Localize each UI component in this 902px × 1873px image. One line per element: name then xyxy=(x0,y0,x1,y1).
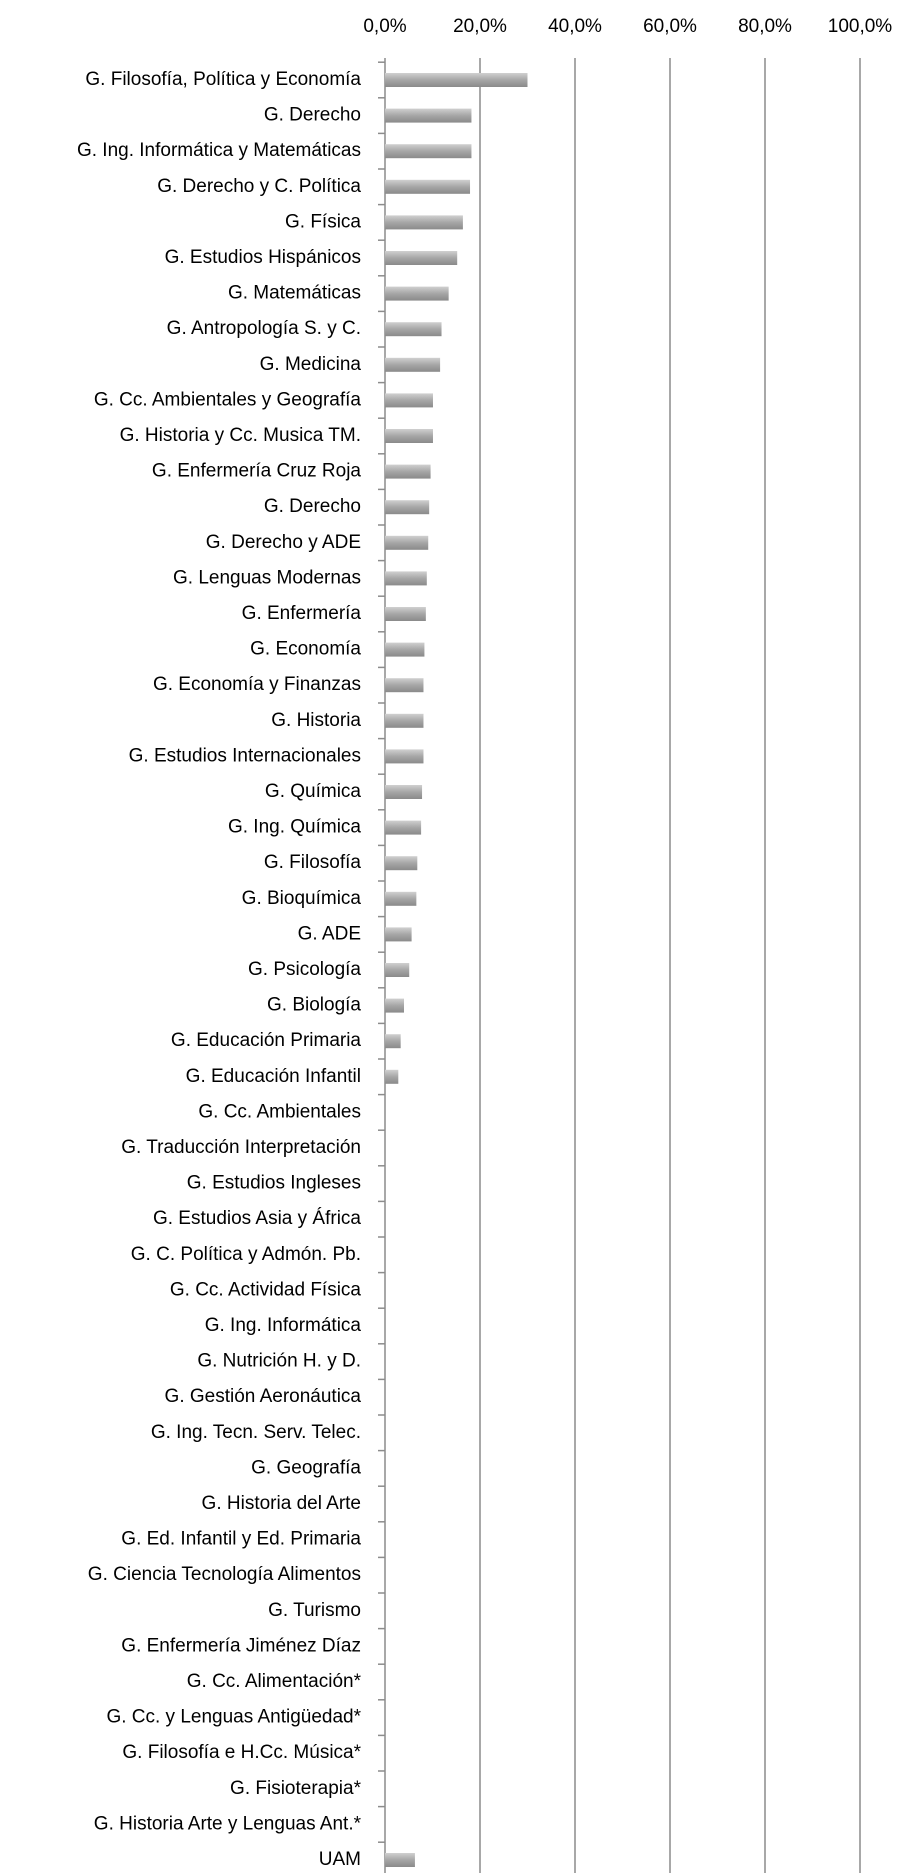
bar xyxy=(385,179,471,194)
y-tick-label: G. Estudios Ingleses xyxy=(187,1173,361,1194)
y-tick-label: G. Enfermería Jiménez Díaz xyxy=(121,1635,361,1656)
y-tick-label: G. Derecho y C. Política xyxy=(157,176,361,197)
y-tick-label: G. Biología xyxy=(267,995,361,1016)
y-tick-label: G. Química xyxy=(265,781,362,802)
y-tick-label: G. Historia del Arte xyxy=(202,1493,361,1514)
y-tick-label: G. Educación Infantil xyxy=(186,1066,361,1087)
y-tick-label: G. Enfermería xyxy=(242,603,362,624)
bar xyxy=(385,856,418,871)
y-tick-label: G. Derecho y ADE xyxy=(206,532,361,553)
y-tick-label: G. Ing. Tecn. Serv. Telec. xyxy=(151,1422,361,1443)
bar xyxy=(385,322,442,337)
y-tick-label: G. Antropología S. y C. xyxy=(167,318,361,339)
bar xyxy=(385,464,431,479)
y-tick-label: G. Cc. Actividad Física xyxy=(170,1279,362,1300)
y-tick-label: G. Cc. Ambientales xyxy=(198,1101,361,1122)
x-tick-label: 100,0% xyxy=(828,16,893,37)
bar xyxy=(385,607,426,621)
y-tick-label: G. Filosofía xyxy=(264,852,362,873)
bar xyxy=(385,144,472,159)
x-tick-label: 60,0% xyxy=(643,16,697,37)
bar xyxy=(385,891,417,906)
y-tick-label: G. Nutrición H. y D. xyxy=(197,1351,361,1372)
bar xyxy=(385,713,424,728)
y-tick-label: G. Matemáticas xyxy=(228,283,361,304)
y-tick-label: G. Derecho xyxy=(264,496,361,517)
y-tick-label: G. Cc. Ambientales y Geografía xyxy=(94,389,362,410)
bar xyxy=(385,963,410,977)
bar xyxy=(385,251,458,265)
y-tick-label: G. Bioquímica xyxy=(242,888,362,909)
y-tick-label: G. Cc. Alimentación* xyxy=(187,1671,362,1692)
y-tick-label: G. Gestión Aeronáutica xyxy=(165,1386,362,1407)
bar xyxy=(385,927,412,942)
y-tick-label: G. Filosofía e H.Cc. Música* xyxy=(122,1742,361,1763)
bar xyxy=(385,642,425,657)
bar xyxy=(385,357,441,372)
y-tick-label: G. Estudios Asia y África xyxy=(153,1208,361,1229)
bar xyxy=(385,820,422,835)
y-tick-label: G. Geografía xyxy=(251,1457,361,1478)
y-tick-label: G. Ing. Química xyxy=(228,817,361,838)
y-tick-label: G. Ing. Informática xyxy=(205,1315,362,1336)
bar xyxy=(385,500,430,515)
bar xyxy=(385,571,427,586)
y-tick-label: G. Lenguas Modernas xyxy=(173,567,361,588)
bar xyxy=(385,108,472,123)
bar xyxy=(385,535,429,550)
x-tick-label: 0,0% xyxy=(363,16,406,37)
y-tick-label: G. Ing. Informática y Matemáticas xyxy=(77,140,361,161)
y-tick-label: G. Estudios Hispánicos xyxy=(165,247,361,268)
y-tick-label: G. Ed. Infantil y Ed. Primaria xyxy=(121,1529,361,1550)
bar xyxy=(385,286,449,301)
bar xyxy=(385,1853,415,1867)
bar xyxy=(385,678,424,693)
bar xyxy=(385,215,463,230)
y-tick-label: G. C. Política y Admón. Pb. xyxy=(131,1244,361,1265)
y-tick-label: G. ADE xyxy=(298,923,361,944)
y-tick-label: G. Traducción Interpretación xyxy=(121,1137,361,1158)
bar xyxy=(385,1069,399,1084)
y-tick-label: G. Educación Primaria xyxy=(171,1030,362,1051)
bar xyxy=(385,1034,401,1049)
y-tick-label: G. Derecho xyxy=(264,105,361,126)
bar xyxy=(385,393,433,408)
y-tick-label: G. Psicología xyxy=(248,959,361,980)
y-tick-label: G. Medicina xyxy=(260,354,362,375)
y-tick-label: G. Turismo xyxy=(268,1600,361,1621)
y-tick-label: G. Economía y Finanzas xyxy=(153,674,361,695)
x-tick-label: 40,0% xyxy=(548,16,602,37)
y-tick-label: G. Fisioterapia* xyxy=(230,1778,362,1799)
bar xyxy=(385,429,433,443)
bar xyxy=(385,785,423,799)
y-tick-label: G. Historia Arte y Lenguas Ant.* xyxy=(94,1813,362,1834)
x-tick-label: 80,0% xyxy=(738,16,792,37)
y-tick-label: G. Economía xyxy=(250,639,361,660)
y-tick-label: G. Historia xyxy=(271,710,361,731)
y-tick-label: G. Cc. y Lenguas Antigüedad* xyxy=(106,1707,361,1728)
y-tick-label: G. Ciencia Tecnología Alimentos xyxy=(88,1564,361,1585)
y-tick-label: G. Enfermería Cruz Roja xyxy=(152,461,361,482)
bar xyxy=(385,749,424,764)
y-tick-label: G. Filosofía, Política y Economía xyxy=(85,69,361,90)
y-tick-label: G. Historia y Cc. Musica TM. xyxy=(120,425,361,446)
bar xyxy=(385,73,528,87)
x-tick-label: 20,0% xyxy=(453,16,507,37)
y-tick-label: G. Estudios Internacionales xyxy=(129,745,361,766)
y-tick-label: G. Física xyxy=(285,211,361,232)
bar xyxy=(385,998,404,1013)
y-tick-label: UAM xyxy=(319,1849,361,1870)
